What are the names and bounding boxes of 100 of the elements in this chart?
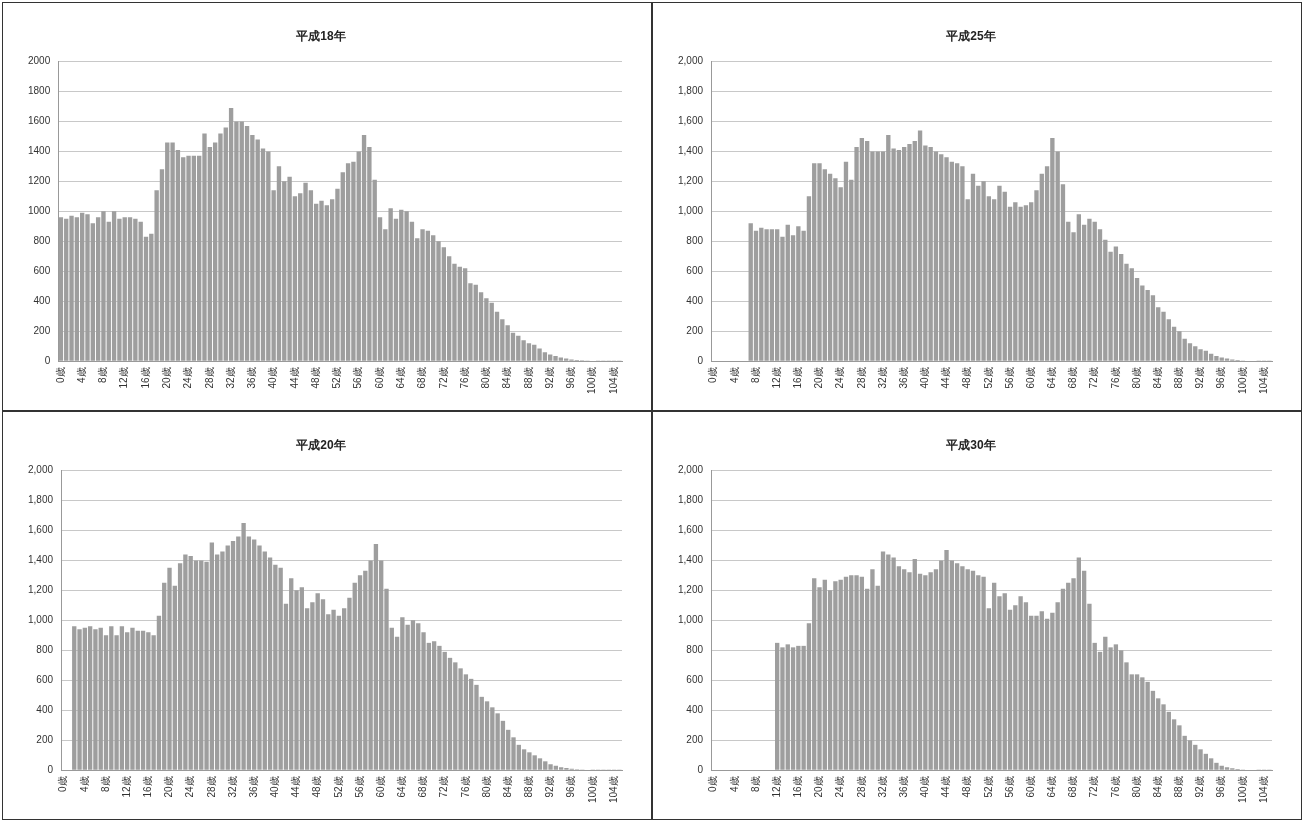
y-tick-label: 1000 — [28, 205, 51, 217]
x-tick-label: 8歳 — [749, 367, 761, 383]
x-tick-label: 32歳 — [876, 776, 888, 798]
y-tick-label: 800 — [36, 644, 54, 656]
x-tick-label: 52歳 — [982, 776, 994, 798]
x-tick-label: 100歳 — [586, 367, 598, 394]
x-tick-label: 100歳 — [1236, 367, 1248, 394]
y-tick-label: 1,600 — [677, 115, 704, 127]
y-tick-label: 400 — [686, 295, 704, 307]
x-tick-label: 96歳 — [565, 367, 577, 389]
y-tick-label: 1,800 — [677, 85, 704, 97]
x-tick-label: 100歳 — [586, 776, 598, 803]
x-tick-label: 84歳 — [1151, 776, 1163, 798]
x-tick-label: 4歳 — [75, 367, 87, 383]
x-tick-label: 72歳 — [437, 367, 449, 389]
y-tick-label: 1,400 — [677, 145, 704, 157]
x-tick-label: 36歳 — [897, 367, 909, 389]
y-tick-label: 200 — [36, 734, 54, 746]
x-tick-label: 76歳 — [459, 776, 471, 798]
x-tick-label: 92歳 — [544, 776, 556, 798]
y-tick-label: 600 — [686, 674, 704, 686]
x-tick-label: 80歳 — [1130, 367, 1142, 389]
x-tick-label: 84歳 — [501, 776, 513, 798]
y-tick-label: 1,200 — [677, 584, 704, 596]
x-tick-label: 0歳 — [707, 367, 719, 383]
x-tick-label: 28歳 — [205, 776, 217, 798]
x-tick-label: 56歳 — [352, 367, 364, 389]
y-tick-label: 1,000 — [677, 205, 704, 217]
x-tick-label: 48歳 — [311, 776, 323, 798]
x-tick-label: 24歳 — [834, 367, 846, 389]
x-tick-label: 88歳 — [1173, 367, 1185, 389]
x-tick-label: 96歳 — [1215, 367, 1227, 389]
x-tick-label: 0歳 — [707, 776, 719, 792]
x-tick-label: 60歳 — [373, 367, 385, 389]
x-tick-label: 8歳 — [749, 776, 761, 792]
y-tick-label: 1200 — [28, 175, 51, 187]
x-tick-label: 60歳 — [1024, 367, 1036, 389]
y-tick-label: 800 — [686, 235, 704, 247]
x-tick-label: 80歳 — [480, 367, 492, 389]
x-tick-label: 96歳 — [1215, 776, 1227, 798]
x-tick-label: 68歳 — [417, 776, 429, 798]
x-tick-label: 40歳 — [919, 367, 931, 389]
x-tick-label: 64歳 — [1046, 776, 1058, 798]
x-tick-label: 36歳 — [247, 776, 259, 798]
x-tick-label: 100歳 — [1236, 776, 1248, 803]
x-tick-label: 104歳 — [1257, 367, 1269, 394]
x-tick-label: 88歳 — [522, 367, 534, 389]
x-tick-label: 16歳 — [139, 367, 151, 389]
y-tick-label: 400 — [33, 295, 51, 307]
x-tick-label: 0歳 — [57, 776, 69, 792]
x-tick-label: 40歳 — [919, 776, 931, 798]
y-tick-label: 2000 — [28, 55, 51, 67]
y-tick-label: 600 — [686, 265, 704, 277]
x-tick-label: 64歳 — [1046, 367, 1058, 389]
y-tick-label: 1,000 — [27, 614, 54, 626]
x-tick-label: 96歳 — [565, 776, 577, 798]
chart-title: 平成30年 — [945, 437, 996, 452]
y-tick-label: 600 — [36, 674, 54, 686]
x-tick-label: 20歳 — [813, 776, 825, 798]
x-tick-label: 12歳 — [770, 776, 782, 798]
x-tick-label: 56歳 — [1003, 367, 1015, 389]
x-tick-label: 80歳 — [1130, 776, 1142, 798]
x-tick-label: 28歳 — [855, 776, 867, 798]
y-tick-label: 1400 — [28, 145, 51, 157]
x-tick-label: 36歳 — [246, 367, 258, 389]
x-tick-label: 56歳 — [353, 776, 365, 798]
x-tick-label: 76歳 — [1109, 776, 1121, 798]
x-tick-label: 72歳 — [1088, 367, 1100, 389]
x-tick-label: 92歳 — [1194, 367, 1206, 389]
x-tick-label: 32歳 — [226, 776, 238, 798]
x-tick-label: 68歳 — [1067, 367, 1079, 389]
x-tick-label: 80歳 — [480, 776, 492, 798]
x-tick-label: 16歳 — [792, 776, 804, 798]
chart-title: 平成18年 — [295, 28, 346, 43]
x-tick-label: 44歳 — [940, 367, 952, 389]
y-tick-label: 0 — [44, 355, 51, 367]
y-tick-label: 400 — [686, 704, 704, 716]
x-tick-label: 28歳 — [855, 367, 867, 389]
x-tick-label: 24歳 — [182, 367, 194, 389]
x-tick-label: 72歳 — [438, 776, 450, 798]
y-tick-label: 1800 — [28, 85, 51, 97]
x-tick-label: 32歳 — [224, 367, 236, 389]
x-tick-label: 8歳 — [97, 367, 109, 383]
x-tick-label: 12歳 — [120, 776, 132, 798]
chart-title: 平成25年 — [945, 28, 996, 43]
x-tick-label: 52歳 — [332, 776, 344, 798]
x-tick-label: 64歳 — [396, 776, 408, 798]
y-tick-label: 0 — [697, 355, 704, 367]
x-tick-label: 52歳 — [331, 367, 343, 389]
x-tick-label: 88歳 — [1173, 776, 1185, 798]
x-tick-label: 20歳 — [161, 367, 173, 389]
x-tick-label: 84歳 — [1151, 367, 1163, 389]
y-tick-label: 200 — [686, 734, 704, 746]
x-tick-label: 0歳 — [54, 367, 66, 383]
x-tick-label: 76歳 — [1109, 367, 1121, 389]
x-tick-label: 48歳 — [961, 776, 973, 798]
y-tick-label: 200 — [686, 325, 704, 337]
x-tick-label: 52歳 — [982, 367, 994, 389]
y-tick-label: 1,400 — [27, 554, 54, 566]
y-tick-label: 0 — [697, 764, 704, 776]
